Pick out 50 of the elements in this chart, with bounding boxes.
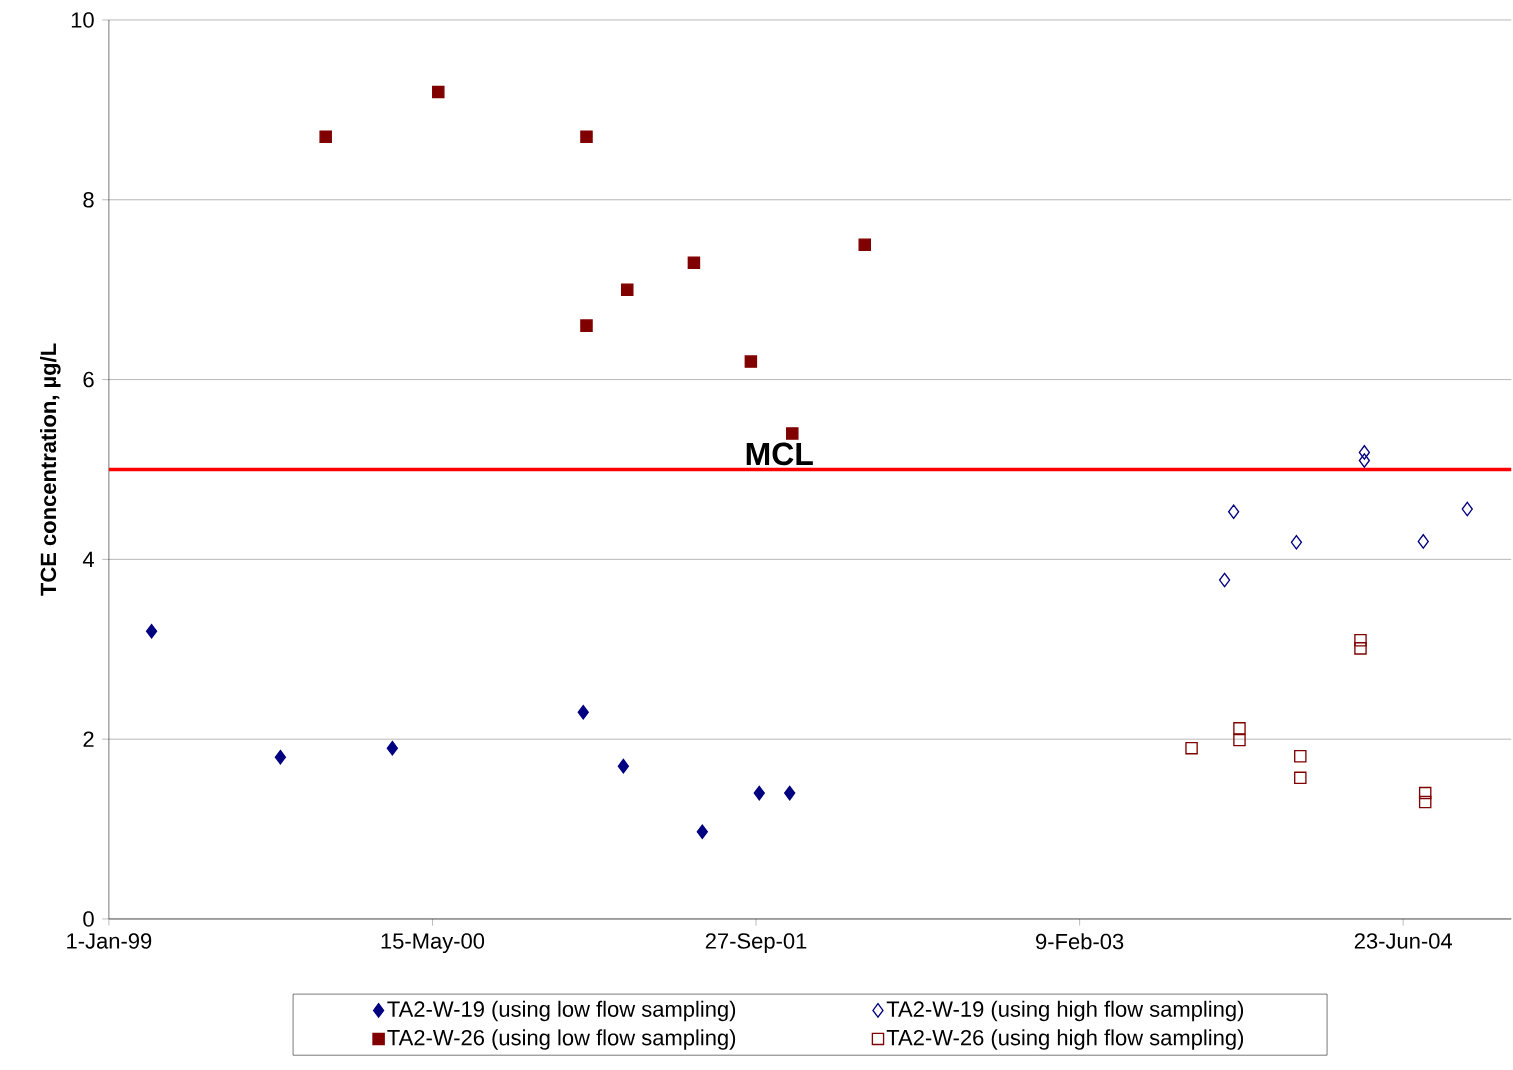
point [580, 319, 593, 333]
point [1354, 642, 1367, 655]
legend-label: TA2-W-19 (using low flow sampling) [387, 1000, 736, 1022]
point [696, 824, 708, 840]
y-tick-label: 10 [71, 12, 94, 28]
point [432, 85, 445, 99]
point [620, 283, 634, 297]
point [687, 256, 701, 270]
x-tick-label: 9-Feb-03 [1036, 933, 1124, 950]
point [1218, 572, 1231, 588]
legend-label: TA2-W-19 (using high flow sampling) [886, 1000, 1244, 1022]
y-tick-label: 2 [83, 731, 94, 747]
point [617, 758, 630, 774]
point [1233, 722, 1246, 735]
point [274, 749, 287, 765]
point [744, 355, 758, 368]
point [386, 740, 398, 756]
point [858, 238, 872, 252]
y-axis-title: TCE concentration, µg/L [40, 343, 61, 596]
y-tick-label: 6 [83, 371, 94, 388]
x-tick-label: 15-May-00 [381, 933, 485, 954]
y-tick-label: 0 [83, 911, 94, 927]
point [319, 130, 332, 144]
point [786, 427, 799, 440]
ref-line-label: MCL [746, 442, 813, 466]
point [145, 624, 158, 639]
y-tick-label: 8 [83, 192, 94, 208]
x-tick-label: 27-Sep-01 [705, 933, 807, 954]
x-tick-label: 23-Jun-04 [1354, 933, 1453, 949]
point [1185, 742, 1198, 755]
point [577, 704, 589, 720]
x-tick-label: 1-Jan-99 [67, 933, 152, 949]
point [1354, 634, 1367, 647]
point [580, 130, 593, 144]
legend-label: TA2-W-26 (using high flow sampling) [886, 1029, 1244, 1050]
legend-label: TA2-W-26 (using low flow sampling) [387, 1029, 736, 1050]
point [1461, 501, 1473, 517]
point [1418, 795, 1432, 809]
point [1294, 750, 1307, 763]
point [1290, 535, 1303, 550]
point [1417, 534, 1429, 549]
point [1233, 733, 1246, 747]
point [753, 785, 765, 801]
point [1358, 445, 1371, 460]
point [1294, 771, 1307, 785]
point [784, 785, 796, 801]
point [1418, 786, 1432, 800]
point [1358, 453, 1371, 468]
y-tick-label: 4 [82, 551, 94, 568]
point [1227, 504, 1240, 520]
